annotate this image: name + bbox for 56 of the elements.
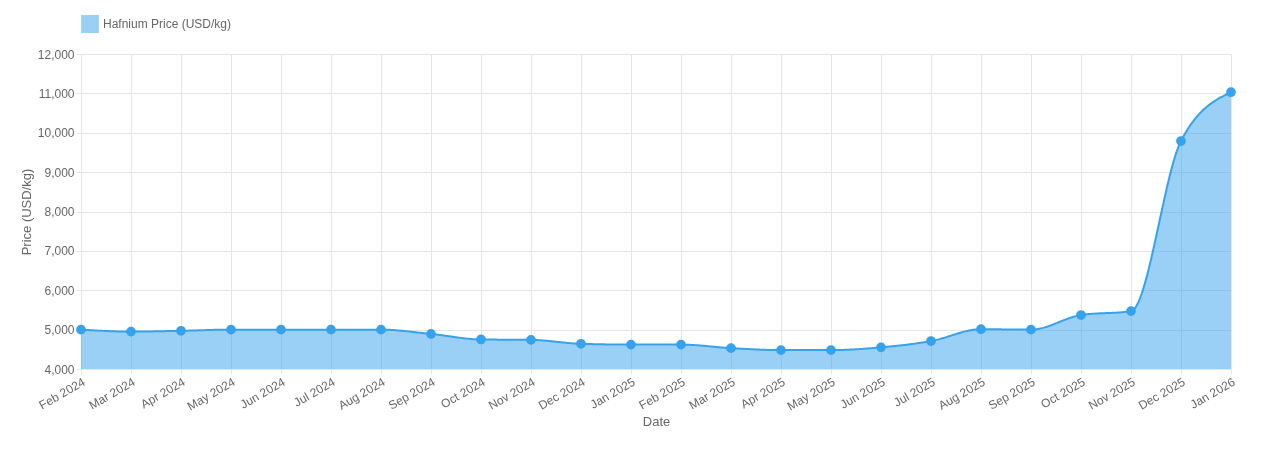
point	[1026, 324, 1036, 335]
x-tick-label: Jan 2025	[587, 374, 638, 412]
point	[1176, 136, 1186, 146]
x-tick-label: Jun 2025	[837, 374, 888, 412]
y-tick-label: 5,000	[44, 323, 75, 338]
point	[176, 325, 186, 336]
y-tick-label: 6,000	[44, 283, 75, 298]
x-tick-label: Dec 2025	[1136, 374, 1188, 413]
x-tick-label: Nov 2025	[1086, 374, 1138, 413]
point	[926, 336, 936, 346]
point	[826, 345, 836, 355]
x-tick-label: Oct 2024	[438, 374, 488, 412]
point	[676, 339, 686, 350]
point	[326, 324, 336, 335]
x-axis-title: Date	[642, 414, 671, 430]
point	[1226, 87, 1236, 98]
x-tick-label: Jun 2024	[237, 374, 288, 412]
y-tick-label: 11,000	[38, 86, 75, 101]
legend-label: Hafnium Price (USD/kg)	[103, 17, 232, 31]
x-tick-label: Mar 2025	[686, 374, 738, 413]
point	[976, 324, 986, 335]
point	[876, 342, 886, 353]
point	[726, 343, 736, 353]
point	[526, 335, 536, 345]
point	[376, 324, 386, 335]
x-tick-label: Sep 2024	[385, 374, 438, 413]
x-tick-label: Mar 2024	[86, 374, 138, 413]
x-tick-label: Dec 2024	[536, 374, 588, 413]
x-tick-label: Jan 2026	[1187, 374, 1238, 412]
y-tick-label: 8,000	[44, 205, 75, 219]
x-tick-label: Aug 2024	[335, 374, 388, 413]
point	[626, 339, 636, 350]
x-tick-label: Feb 2025	[636, 374, 688, 413]
x-tick-label: Feb 2024	[36, 374, 88, 413]
y-tick-label: 9,000	[44, 165, 75, 180]
y-tick-label: 12,000	[37, 47, 75, 62]
x-tick-label: Aug 2025	[935, 374, 988, 413]
point	[76, 324, 86, 335]
x-tick-label: Sep 2025	[985, 374, 1038, 413]
x-tick-label: Oct 2025	[1038, 374, 1088, 412]
y-tick-label: 7,000	[44, 244, 75, 259]
y-tick-label: 10,000	[37, 126, 75, 141]
x-tick-label: Nov 2024	[486, 374, 538, 413]
point	[1126, 306, 1136, 316]
y-axis-title: Price (USD/kg)	[18, 168, 34, 256]
point	[576, 338, 586, 349]
x-tick-label: Jul 2025	[891, 374, 938, 410]
point	[126, 326, 136, 337]
point	[1076, 310, 1086, 320]
x-tick-label: Jul 2024	[291, 374, 338, 410]
point	[776, 345, 786, 355]
point	[276, 324, 286, 335]
point	[426, 329, 436, 339]
point	[226, 324, 236, 335]
y-tick-label: 4,000	[44, 362, 75, 377]
point	[476, 334, 486, 345]
